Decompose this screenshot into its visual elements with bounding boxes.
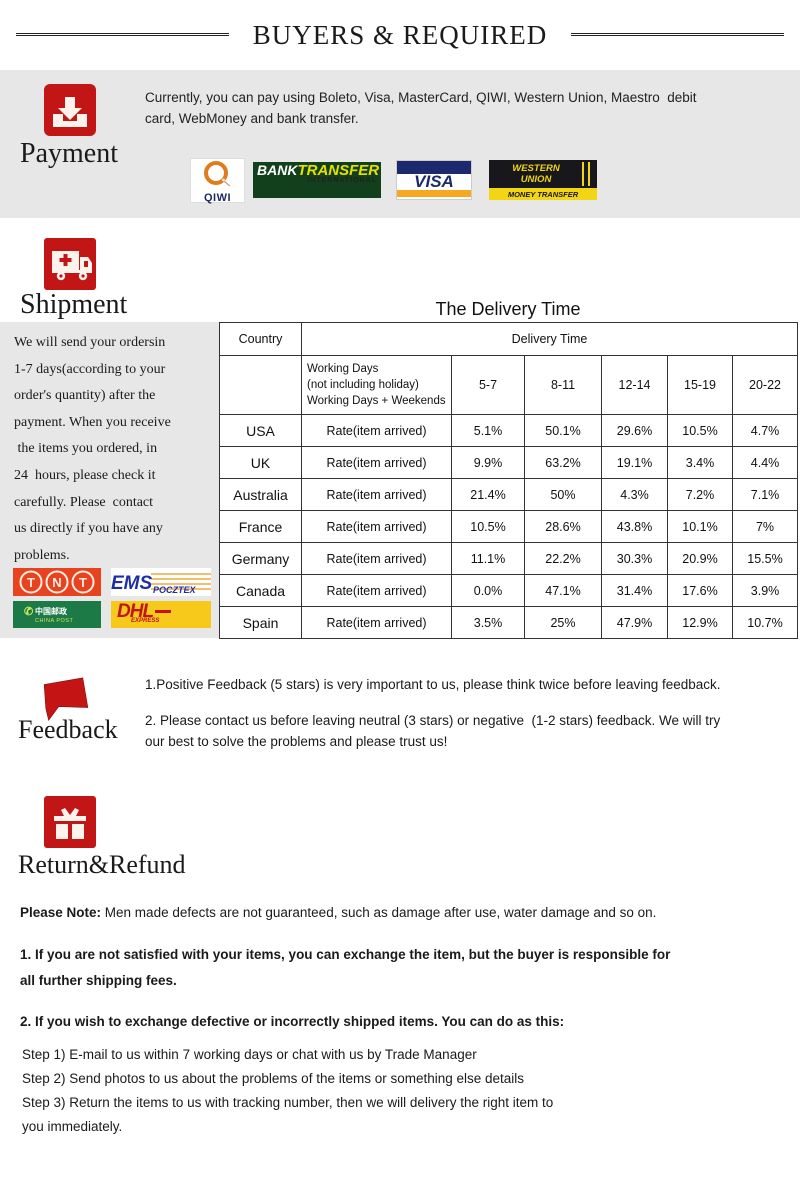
svg-text:N: N: [52, 575, 61, 590]
svg-text:CHINA POST: CHINA POST: [35, 618, 73, 624]
svg-text:中国邮政: 中国邮政: [35, 606, 67, 616]
svg-text:✆: ✆: [24, 606, 33, 618]
svg-text:EMS: EMS: [111, 573, 153, 594]
svg-text:T: T: [79, 575, 87, 590]
svg-text:POCZTEX: POCZTEX: [153, 585, 197, 595]
svg-text:T: T: [27, 575, 35, 590]
